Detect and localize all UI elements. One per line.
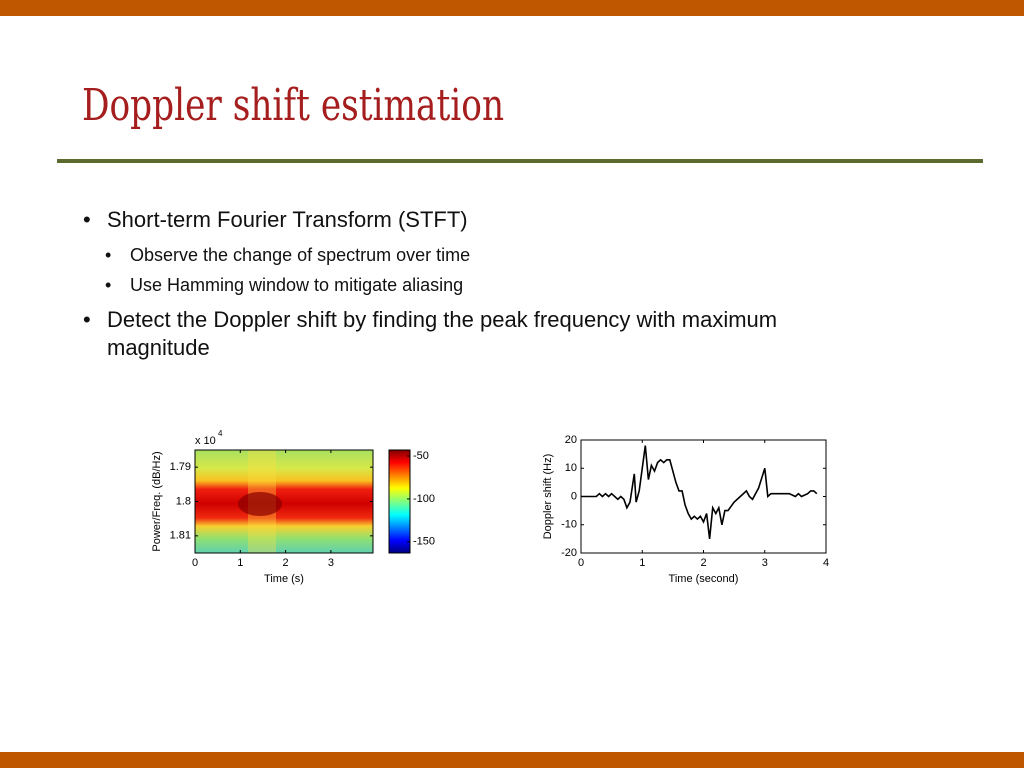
y-tick-label: 20 (565, 434, 577, 446)
title-rule (57, 159, 983, 163)
x-axis-label: Time (s) (264, 573, 304, 585)
y-tick-label: 1.8 (176, 495, 191, 507)
y-tick-label: -10 (561, 519, 577, 531)
bottom-bar (0, 752, 1024, 768)
y-axis-label: Power/Freq. (dB/Hz) (151, 451, 163, 551)
y-tick-label: 0 (571, 490, 577, 502)
line (581, 445, 818, 539)
x-axis-label: Time (second) (669, 573, 739, 585)
x-tick-label: 2 (283, 557, 289, 569)
x-tick-label: 3 (328, 557, 334, 569)
colorbar-tick-label: -50 (413, 450, 429, 462)
colorbar-tick-label: -150 (413, 536, 435, 548)
x-tick-label: 4 (823, 557, 829, 569)
colorbar (388, 449, 411, 554)
x-tick-label: 0 (578, 557, 584, 569)
x-tick-label: 3 (762, 557, 768, 569)
x-tick-label: 0 (192, 557, 198, 569)
sub-list: Observe the change of spectrum over time… (53, 240, 880, 300)
sub-bullet: Use Hamming window to mitigate aliasing (53, 270, 880, 300)
x-tick-label: 1 (639, 557, 645, 569)
slide-title: Doppler shift estimation (82, 80, 505, 131)
spectrogram-image (238, 492, 282, 516)
y-tick-label: -20 (561, 547, 577, 559)
bullet: Short-term Fourier Transform (STFT) (80, 206, 880, 234)
x-tick-label: 1 (237, 557, 243, 569)
bullet-list: Short-term Fourier Transform (STFT)Obser… (80, 206, 880, 368)
spectrogram-image (195, 450, 373, 553)
y-tick-label: 10 (565, 462, 577, 474)
axis-multiplier: x 10 (195, 435, 216, 447)
colorbar-tick-label: -100 (413, 493, 435, 505)
y-tick-label: 1.81 (170, 530, 191, 542)
axis-multiplier-exponent: 4 (218, 429, 223, 438)
y-tick-label: 1.79 (170, 461, 191, 473)
x-tick-label: 2 (700, 557, 706, 569)
top-bar (0, 0, 1024, 16)
y-axis-label: Doppler shift (Hz) (542, 454, 554, 540)
bullet: Detect the Doppler shift by finding the … (80, 306, 880, 362)
sub-bullet: Observe the change of spectrum over time (53, 240, 880, 270)
plot-frame (580, 439, 827, 554)
